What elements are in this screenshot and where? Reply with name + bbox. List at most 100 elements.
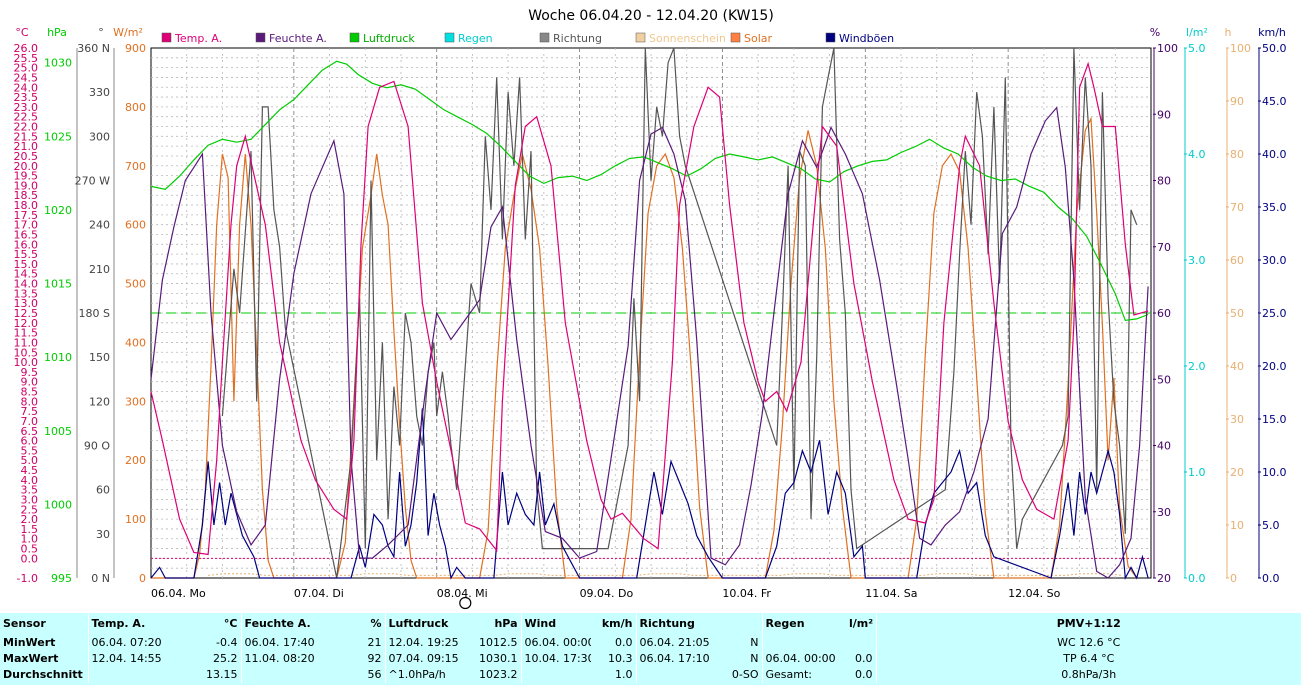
tick-label: 11.0 <box>14 336 39 349</box>
tick-label: 7.0 <box>21 415 39 428</box>
tick-label: 8.0 <box>21 395 39 408</box>
legend-label: Regen <box>458 32 493 45</box>
tick-label: 8.5 <box>21 386 39 399</box>
legend-label: Windböen <box>839 32 894 45</box>
tick-label: 700 <box>125 160 146 173</box>
legend-swatch <box>444 32 455 43</box>
axis-unit-sun: h <box>1225 26 1232 39</box>
axis-unit-hum: % <box>1150 26 1160 39</box>
tick-label: 90 <box>1230 95 1244 108</box>
stats-cell <box>846 635 876 651</box>
stats-cell: 10.3 <box>608 652 633 665</box>
stats-cell: 06.04. 00:00 <box>520 635 591 651</box>
x-tick-label: 12.04. So <box>1008 587 1060 600</box>
tick-label: 4.0 <box>1188 148 1206 161</box>
tick-label: 1020 <box>44 204 72 217</box>
x-axis: 06.04. Mo 07.04. Di 08.04. Mi 09.04. Do 10.0… <box>151 587 1061 610</box>
stats-cell: 92 <box>367 652 382 665</box>
legend-swatch <box>730 32 741 43</box>
tick-label: 0.5 <box>21 543 39 556</box>
tick-label: 100 <box>1157 42 1178 55</box>
stats-cell: 0.0 <box>855 668 873 681</box>
tick-label: 20.0 <box>14 160 39 173</box>
tick-label: 300 <box>89 130 110 143</box>
axis-unit-solar: W/m² <box>113 26 143 39</box>
stats-header-cell: Richtung <box>635 613 726 635</box>
tick-label: 10.0 <box>14 356 39 369</box>
stats-cell: 06.04. 00:00 <box>761 651 846 667</box>
series-windb-en <box>150 408 1149 581</box>
stats-cell: 0.0 <box>855 652 873 665</box>
tick-label: 16.0 <box>14 238 39 251</box>
stats-row: MaxWert 12.04. 14:55 25.2 11.04. 08:20 92 07.… <box>0 651 1301 667</box>
tick-label: 360 N <box>77 42 110 55</box>
weather-chart: Woche 06.04.20 - 12.04.20 (KW15) Temp. A… <box>13 8 1287 610</box>
tick-label: 7.5 <box>21 405 39 418</box>
x-tick-label: 10.04. Fr <box>722 587 771 600</box>
tick-label: 150 <box>89 351 110 364</box>
stats-cell: 06.04. 21:05 <box>635 635 726 651</box>
tick-label: 21.0 <box>14 140 39 153</box>
tick-label: 18.0 <box>14 199 39 212</box>
tick-label: 40.0 <box>1262 148 1287 161</box>
tick-label: 45.0 <box>1262 95 1287 108</box>
tick-label: 1005 <box>44 425 72 438</box>
tick-label: 60 <box>1230 254 1244 267</box>
series-luftdruck <box>150 60 1149 322</box>
stats-cell: 12.04. 14:55 <box>87 651 196 667</box>
tick-label: 30.0 <box>1262 254 1287 267</box>
legend-swatch <box>825 32 836 43</box>
axes-group: °C-1.00.00.51.01.52.02.53.03.54.04.55.05… <box>14 26 1287 585</box>
tick-label: 70 <box>1157 241 1171 254</box>
legend-label: Feuchte A. <box>269 32 327 45</box>
tick-label: 2.0 <box>21 513 39 526</box>
tick-label: 300 <box>125 395 146 408</box>
tick-label: 12.5 <box>14 307 39 320</box>
tick-label: 0 <box>139 572 146 585</box>
stats-row: MinWert 06.04. 07:20 -0.4 06.04. 17:40 21 12.… <box>0 635 1301 651</box>
stats-cell <box>520 667 591 683</box>
series-solar <box>151 116 1138 579</box>
statistics-table: Sensor Temp. A. °C Feuchte A.% Luftdruck hPa W… <box>0 613 1301 683</box>
stats-cell: 06.04. 17:10 <box>635 651 726 667</box>
tick-label: 14.0 <box>14 278 39 291</box>
stats-cell: Gesamt: <box>761 667 846 683</box>
tick-label: 25.0 <box>14 62 39 75</box>
legend-swatch <box>349 32 360 43</box>
axis-hum: % 20 30 40 50 60 70 80 90 100 <box>1150 26 1178 585</box>
tick-label: 2.5 <box>21 503 39 516</box>
tick-label: 19.5 <box>14 170 39 183</box>
tick-label: 22.5 <box>14 111 39 124</box>
tick-label: 15.0 <box>14 258 39 271</box>
stats-cell: 1012.5 <box>479 636 518 649</box>
stats-header-cell: Luftdruck <box>384 613 469 635</box>
stats-cell: 12.04. 19:25 <box>384 635 469 651</box>
x-tick-label: 06.04. Mo <box>151 587 206 600</box>
tick-label: 80 <box>1157 175 1171 188</box>
tick-label: 25.0 <box>1262 307 1287 320</box>
legend-swatch <box>161 32 172 43</box>
stats-cell: 07.04. 09:15 <box>384 651 469 667</box>
stats-cell: 10.04. 17:30 <box>520 651 591 667</box>
tick-label: 11.5 <box>14 327 39 340</box>
tick-label: 19.0 <box>14 179 39 192</box>
tick-label: 23.5 <box>14 91 39 104</box>
tick-label: 4.5 <box>21 464 39 477</box>
axis-solar: W/m² 0 100 200 300 400 500 600 700 800 900 <box>113 26 146 585</box>
tick-label: 1015 <box>44 278 72 291</box>
tick-label: 1030 <box>44 57 72 70</box>
tick-label: 40 <box>1157 440 1171 453</box>
tick-label: 30 <box>1230 413 1244 426</box>
tick-label: 3.0 <box>21 493 39 506</box>
stats-cell: 11.04. 08:20 <box>240 651 349 667</box>
tick-label: -1.0 <box>17 572 38 585</box>
stats-header-cell: Wind <box>520 613 591 635</box>
tick-label: 3.0 <box>1188 254 1206 267</box>
tick-label: 600 <box>125 219 146 232</box>
tick-label: 0.0 <box>1188 572 1206 585</box>
tick-label: 3.5 <box>21 484 39 497</box>
tick-label: 1.0 <box>1188 466 1206 479</box>
stats-header-cell: % <box>370 617 382 630</box>
tick-label: 100 <box>125 513 146 526</box>
tick-label: 9.0 <box>21 376 39 389</box>
